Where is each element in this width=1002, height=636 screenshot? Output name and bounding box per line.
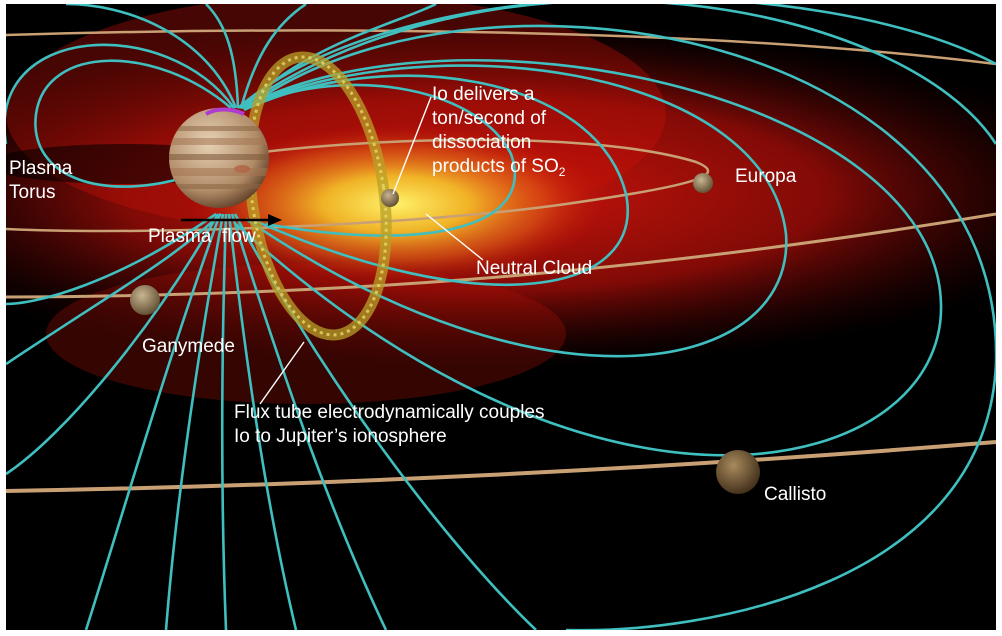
flux-tube-leader	[259, 341, 305, 405]
callisto-label: Callisto	[764, 484, 827, 505]
magnetosphere-illustration	[6, 4, 996, 630]
ganymede-label: Ganymede	[142, 336, 235, 357]
field-line	[220, 213, 228, 630]
aurora	[204, 107, 245, 116]
field-line	[164, 213, 225, 630]
field-line	[230, 213, 388, 630]
europa-moon	[693, 173, 713, 193]
plasma-torus-label-line: Plasma	[9, 158, 73, 179]
field-line	[235, 58, 943, 457]
io-note-line: dissociation	[432, 132, 532, 153]
io-note-line: ton/second of	[432, 108, 547, 129]
field-line	[237, 4, 996, 109]
io-note-line: products of SO2	[432, 155, 565, 180]
field-line	[205, 4, 240, 109]
jupiter	[169, 107, 269, 208]
neutral-cloud-leader	[425, 213, 484, 261]
callisto-moon	[716, 450, 760, 494]
field-line	[65, 4, 238, 109]
field-line	[245, 24, 996, 630]
io-moon	[381, 189, 399, 207]
europa-label: Europa	[735, 166, 797, 187]
so2-subscript: 2	[558, 165, 566, 179]
field-line	[84, 213, 222, 630]
field-line	[34, 59, 232, 188]
field-line	[239, 4, 307, 109]
ganymede-moon	[130, 285, 160, 315]
io-note-text: products of SO	[432, 156, 559, 177]
plasma-flow-arrow	[181, 214, 282, 226]
plasma-torus-label: Plasma Torus	[9, 157, 72, 205]
flux-tube-label-line: Io to Jupiter’s ionosphere	[234, 426, 447, 447]
field-line	[241, 64, 788, 358]
flux-tube-label: Flux tube electrodynamically couples Io …	[234, 401, 545, 449]
magnetic-field-lines	[6, 4, 996, 630]
plasma-torus-label-line: Torus	[9, 182, 56, 203]
neutral-cloud-label: Neutral Cloud	[476, 258, 593, 279]
flux-tube-label-line: Flux tube electrodynamically couples	[234, 402, 545, 423]
leader-lines	[259, 96, 484, 405]
io-leader	[392, 96, 432, 195]
plasma-flow-label: Plasma flow	[148, 226, 256, 247]
field-line	[6, 43, 236, 144]
io-note-label: Io delivers a ton/second of dissociation…	[432, 83, 565, 180]
field-line	[6, 213, 220, 476]
flux-tube-texture	[248, 55, 388, 337]
callisto-orbit	[6, 440, 996, 493]
field-line	[243, 74, 629, 287]
field-line	[239, 4, 996, 145]
io-note-line: Io delivers a	[432, 84, 535, 105]
field-line	[6, 213, 222, 366]
field-line	[227, 213, 298, 630]
jupiter-magnetosphere-diagram: Plasma Torus Plasma flow Io delivers a t…	[6, 4, 996, 630]
outer-orbit-top	[6, 29, 996, 66]
field-line	[6, 212, 217, 306]
